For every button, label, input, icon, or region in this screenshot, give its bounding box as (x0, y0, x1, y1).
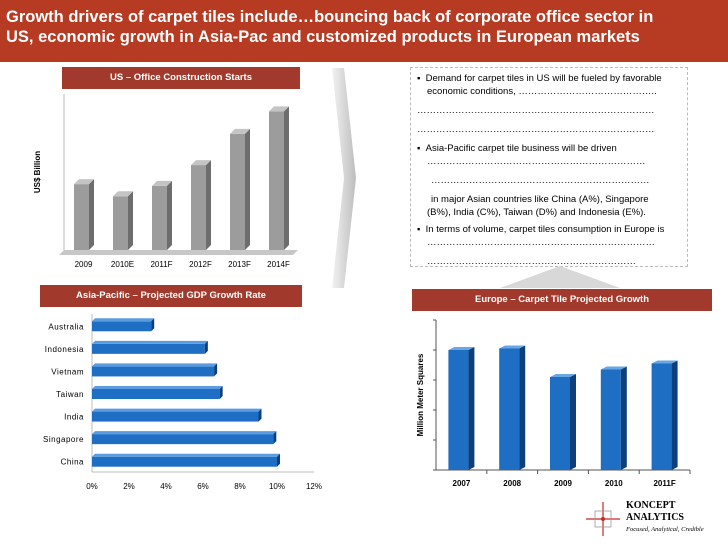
logo-name-1: KONCEPT (626, 500, 704, 512)
note-text: ……………………………………………………………… (417, 236, 681, 249)
bar-side-2010 (621, 367, 627, 471)
bar-2009 (550, 377, 570, 470)
x-tick-label: 0% (86, 482, 98, 491)
note-bullet-us: Demand for carpet tiles in US will be fu… (417, 72, 681, 85)
category-label-vietnam: Vietnam (51, 367, 84, 376)
logo-tagline: Focused, Analytical, Credible (626, 526, 704, 533)
note-text: …………………………………………………………… (417, 155, 681, 168)
bar-singapore (92, 434, 273, 444)
bar-2011f (652, 364, 672, 471)
logo-name-2: ANALYTICS (626, 512, 704, 524)
bar-australia (92, 321, 151, 331)
bar-india (92, 412, 259, 422)
category-label-china: China (61, 458, 84, 467)
bar-top-china (92, 454, 280, 457)
category-label-singapore: Singapore (43, 435, 84, 444)
x-tick-label: 2% (123, 482, 135, 491)
category-label-indonesia: Indonesia (45, 345, 84, 354)
bar-side-2009 (570, 374, 576, 470)
bar-side-2008 (519, 346, 525, 471)
bar-top-singapore (92, 431, 276, 434)
bar-vietnam (92, 366, 214, 376)
x-tick-label: 2007 (453, 479, 471, 488)
bar-2012f (191, 165, 206, 250)
europe-chart-title: Europe – Carpet Tile Projected Growth (412, 289, 712, 311)
connector-triangle (500, 266, 620, 290)
x-tick-label: 2011F (150, 260, 172, 269)
x-tick-label: 2012F (189, 260, 212, 269)
europe-carpet-tile-chart: 2007 2008 2009 2010 2011F Million Meter Squar… (410, 312, 710, 497)
note-text: (B%), India (C%), Taiwan (D%) and Indone… (417, 206, 681, 219)
category-label-taiwan: Taiwan (56, 390, 84, 399)
chart-floor (59, 250, 298, 255)
y-axis-label: US$ Billion (33, 151, 42, 193)
x-tick-label: 4% (160, 482, 172, 491)
bar-2010e (113, 196, 128, 250)
bar-2014f (269, 111, 284, 250)
note-bullet-apac: Asia-Pacific carpet tile business will b… (417, 142, 681, 155)
notes-box: Demand for carpet tiles in US will be fu… (410, 67, 688, 267)
bar-side-2014f (284, 106, 289, 250)
bar-2011f (152, 186, 167, 250)
logo-icon (584, 500, 622, 538)
x-tick-label: 2011F (653, 479, 675, 488)
bar-side-2011f (167, 181, 172, 250)
x-tick-label: 2009 (554, 479, 572, 488)
bar-side-2012f (206, 160, 211, 250)
logo-text: KONCEPT ANALYTICS Focused, Analytical, C… (626, 500, 704, 533)
category-label-australia: Australia (48, 322, 84, 331)
note-text: in major Asian countries like China (A%)… (417, 193, 681, 206)
bar-top-vietnam (92, 363, 217, 366)
x-tick-label: 2013F (228, 260, 251, 269)
note-text: …………………………………………………………… (417, 174, 681, 187)
bar-side-2011f (672, 361, 678, 471)
bar-taiwan (92, 389, 220, 399)
note-text: ………………………………………………………………… (417, 123, 681, 136)
apac-gdp-growth-chart: Australia Indonesia Vietnam Taiwan India Sing… (0, 308, 345, 498)
bar-2010 (601, 370, 621, 471)
bar-indonesia (92, 344, 205, 354)
title-line-2: US, economic growth in Asia-Pac and cust… (6, 27, 722, 47)
bar-2013f (230, 134, 245, 250)
x-tick-label: 2010E (111, 260, 134, 269)
x-tick-label: 12% (306, 482, 322, 491)
x-tick-label: 2009 (75, 260, 93, 269)
bar-2007 (448, 350, 468, 470)
chevron-arrow-icon (332, 68, 357, 288)
bar-side-2007 (468, 347, 474, 470)
x-tick-label: 2008 (503, 479, 521, 488)
note-bullet-europe: In terms of volume, carpet tiles consump… (417, 223, 681, 236)
bar-side-2009 (89, 179, 94, 250)
bar-2008 (499, 349, 519, 471)
category-label-india: India (64, 413, 84, 422)
bar-top-australia (92, 318, 154, 321)
us-chart-title: US – Office Construction Starts (62, 67, 300, 89)
title-banner: Growth drivers of carpet tiles include…b… (0, 0, 728, 62)
x-tick-label: 10% (269, 482, 285, 491)
bar-2009 (74, 184, 89, 250)
bar-side-2010e (128, 191, 133, 250)
apac-chart-title: Asia-Pacific – Projected GDP Growth Rate (40, 285, 302, 307)
bar-top-indonesia (92, 341, 208, 344)
x-tick-label: 2014F (267, 260, 290, 269)
bar-china (92, 457, 277, 467)
x-tick-label: 6% (197, 482, 209, 491)
bar-side-2013f (245, 129, 250, 250)
bar-top-india (92, 409, 262, 412)
x-tick-label: 8% (234, 482, 246, 491)
bar-top-taiwan (92, 386, 223, 389)
note-text: ………………………………………………………………… (417, 104, 681, 117)
note-text: economic conditions, …………………………………….. (417, 85, 681, 98)
y-axis-label: Million Meter Squares (416, 353, 425, 436)
x-tick-label: 2010 (605, 479, 623, 488)
title-line-1: Growth drivers of carpet tiles include…b… (6, 7, 722, 27)
us-office-starts-chart: 2009 2010E 2011F 2012F 2013F 2014F US$ Billion (0, 90, 330, 280)
